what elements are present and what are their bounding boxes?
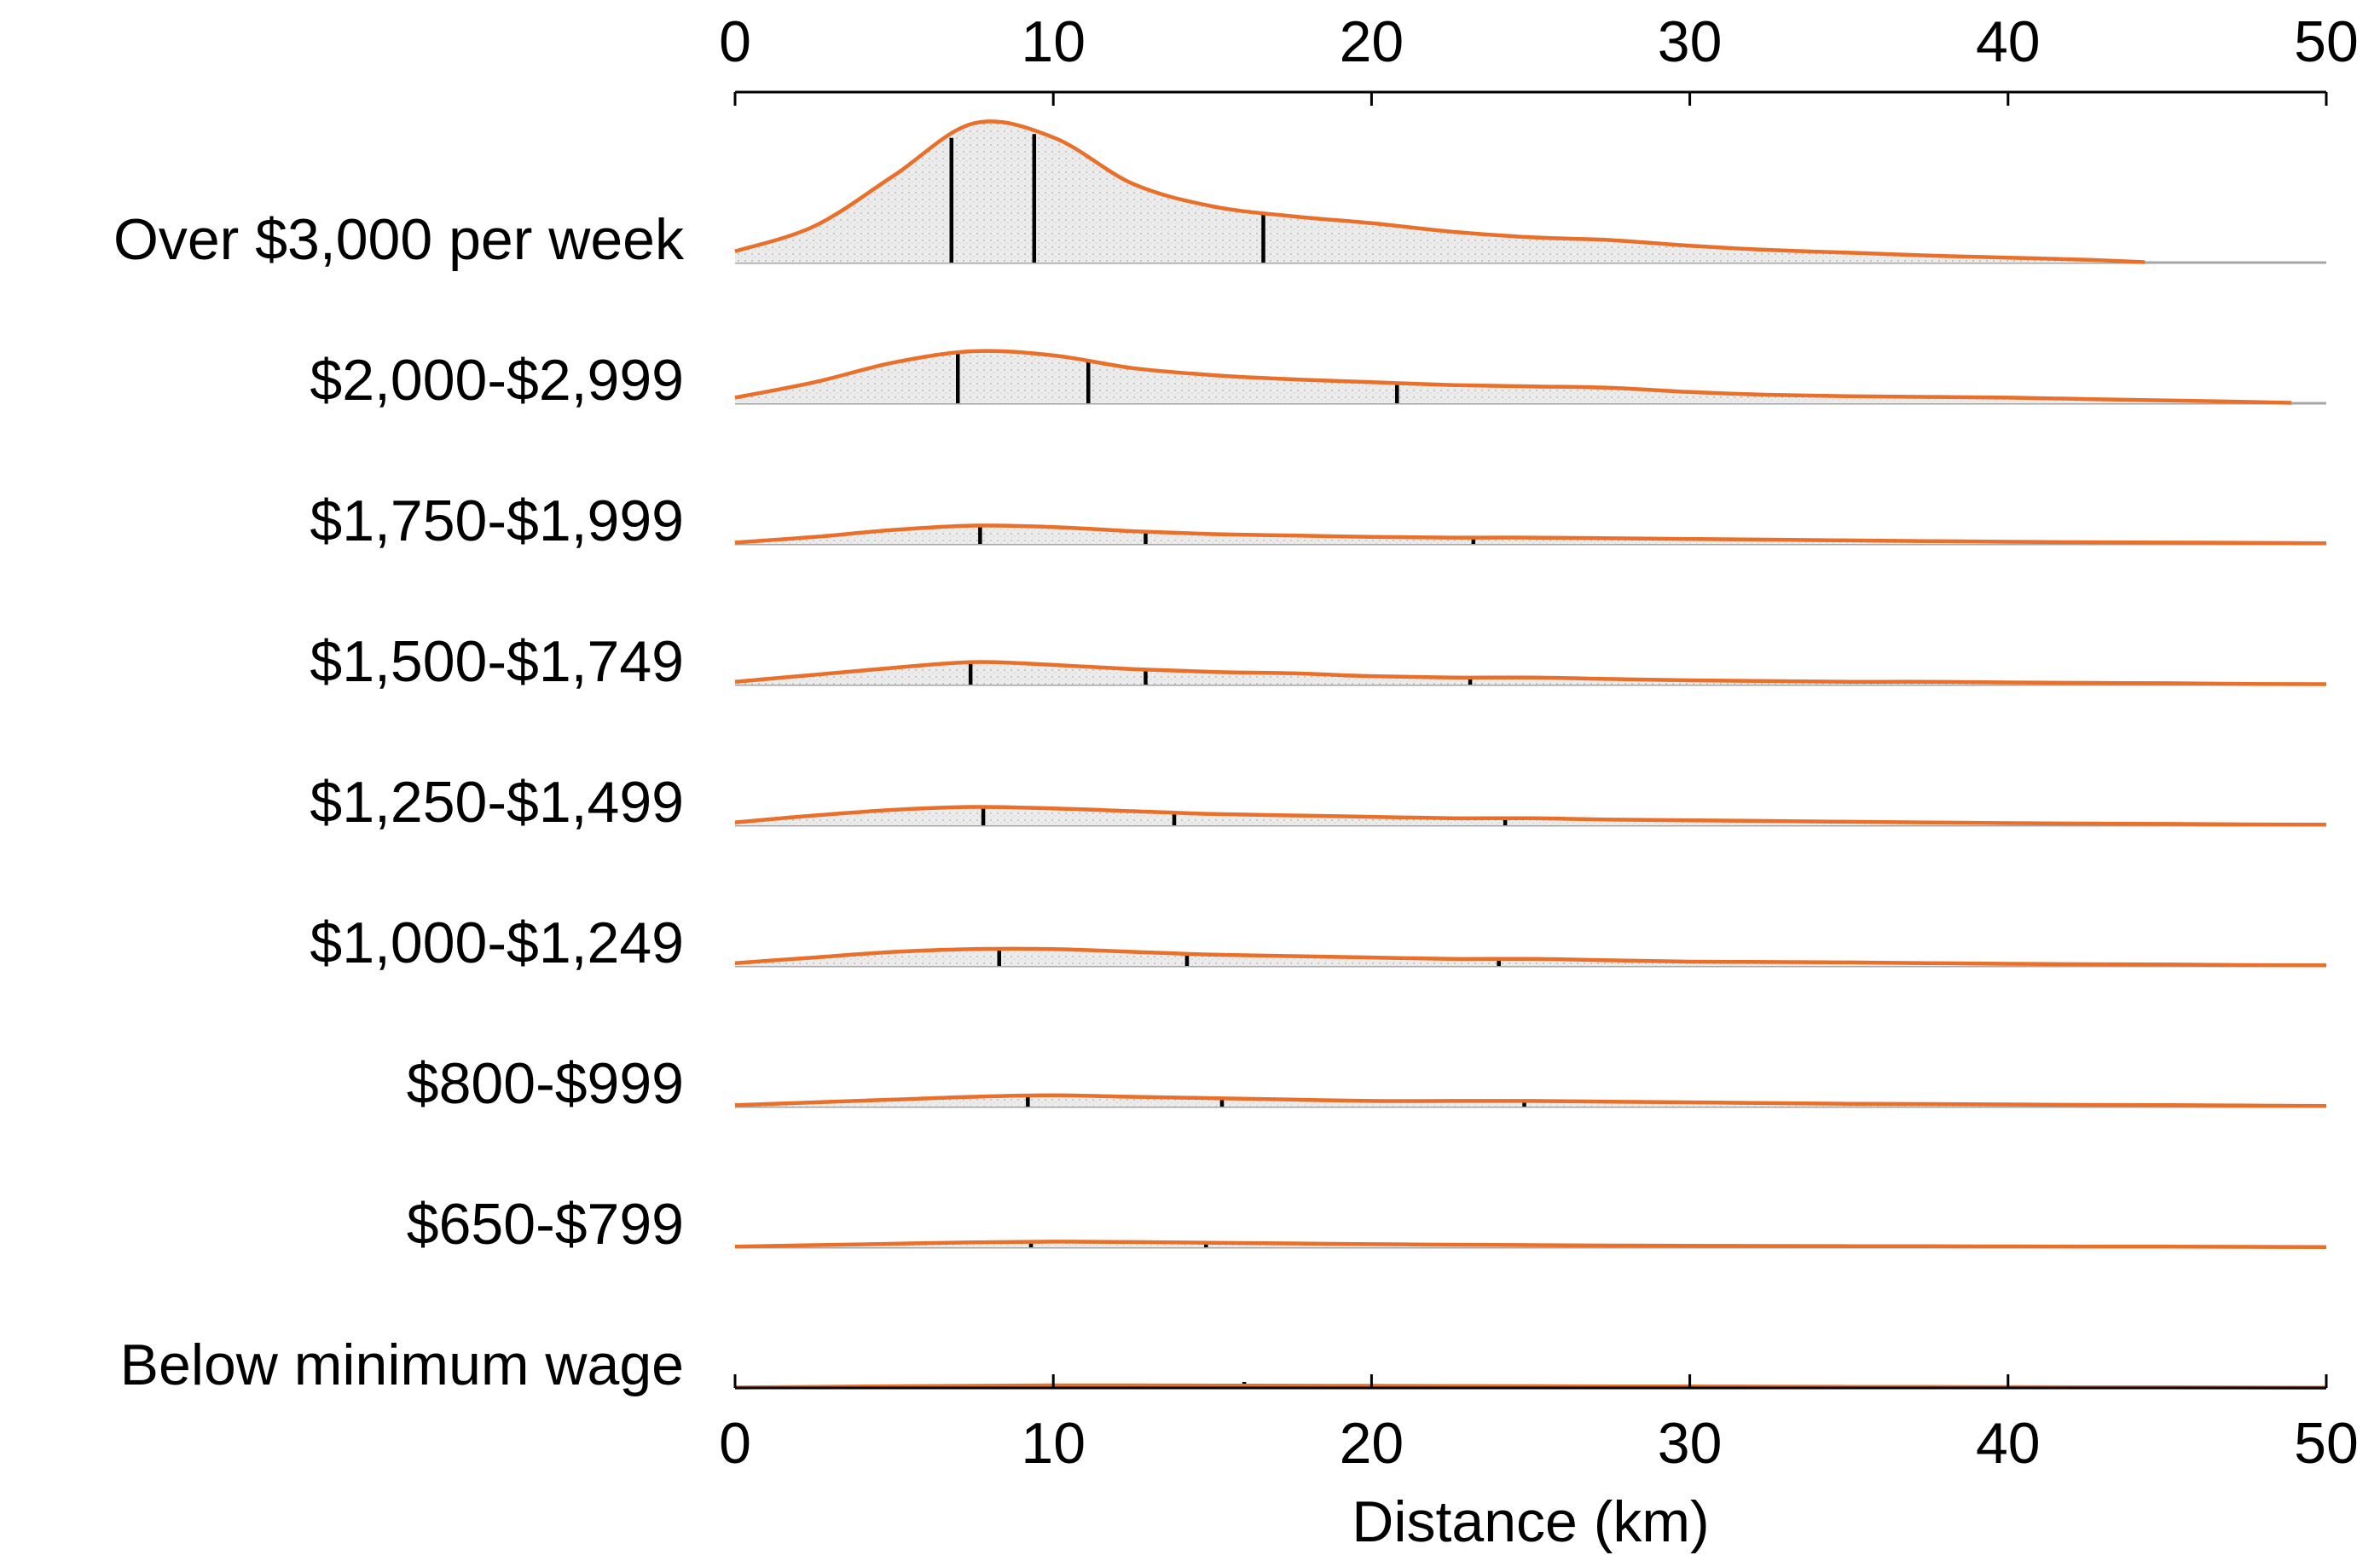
ridge-label: $650-$799	[407, 1192, 684, 1257]
ridge-line	[734, 1240, 2327, 1249]
x-axis-title: Distance (km)	[1352, 1489, 1709, 1554]
ridge-label: $1,000-$1,249	[310, 911, 684, 975]
top-x-tick-label: 30	[1658, 9, 1723, 74]
ridge-row	[734, 349, 2326, 405]
ridge-row	[734, 1240, 2327, 1249]
ridge-area	[735, 662, 2326, 685]
bottom-x-tick-label: 40	[1976, 1411, 2041, 1476]
ridges	[734, 119, 2327, 1390]
top-x-tick-label: 20	[1340, 9, 1404, 74]
top-x-tick-label: 10	[1021, 9, 1086, 74]
ridge-row	[734, 660, 2327, 686]
bottom-x-tick-label: 10	[1021, 1411, 1086, 1476]
bottom-x-tick-label: 50	[2294, 1411, 2359, 1476]
bottom-x-tick-label: 20	[1340, 1411, 1404, 1476]
row-labels: Over $3,000 per week $2,000-$2,999 $1,750-…	[113, 207, 685, 1397]
ridge-label: $1,250-$1,499	[310, 770, 684, 835]
ridge-label: $2,000-$2,999	[310, 348, 684, 413]
bottom-x-tick-label: 30	[1658, 1411, 1723, 1476]
ridge-label: $800-$999	[407, 1051, 684, 1116]
ridge-label: Over $3,000 per week	[113, 207, 685, 272]
ridge-line	[734, 1093, 2327, 1108]
top-x-tick-label: 0	[719, 9, 751, 74]
ridge-row	[734, 805, 2327, 827]
top-x-tick-label: 40	[1976, 9, 2041, 74]
ridge-line	[734, 660, 2327, 686]
ridge-label: $1,750-$1,999	[310, 489, 684, 553]
ridge-label: Below minimum wage	[120, 1333, 684, 1397]
ridge-line	[734, 946, 2327, 968]
ridge-row	[734, 1093, 2327, 1108]
ridge-line	[734, 523, 2327, 546]
ridge-line	[734, 349, 2291, 405]
top-x-axis: 0 10 20 30 40 50	[719, 9, 2359, 106]
top-x-tick-label: 50	[2294, 9, 2359, 74]
ridge-row	[734, 523, 2327, 546]
ridge-row	[734, 119, 2326, 264]
ridge-label: $1,500-$1,749	[310, 629, 684, 694]
ridge-line	[734, 119, 2145, 264]
bottom-x-axis: 0 10 20 30 40 50	[719, 1374, 2359, 1476]
ridge-row	[734, 946, 2327, 968]
ridge-area	[735, 350, 2291, 403]
ridge-area	[735, 121, 2145, 263]
ridge-line	[734, 805, 2327, 827]
ridge-area	[735, 525, 2326, 544]
bottom-x-tick-label: 0	[719, 1411, 751, 1476]
